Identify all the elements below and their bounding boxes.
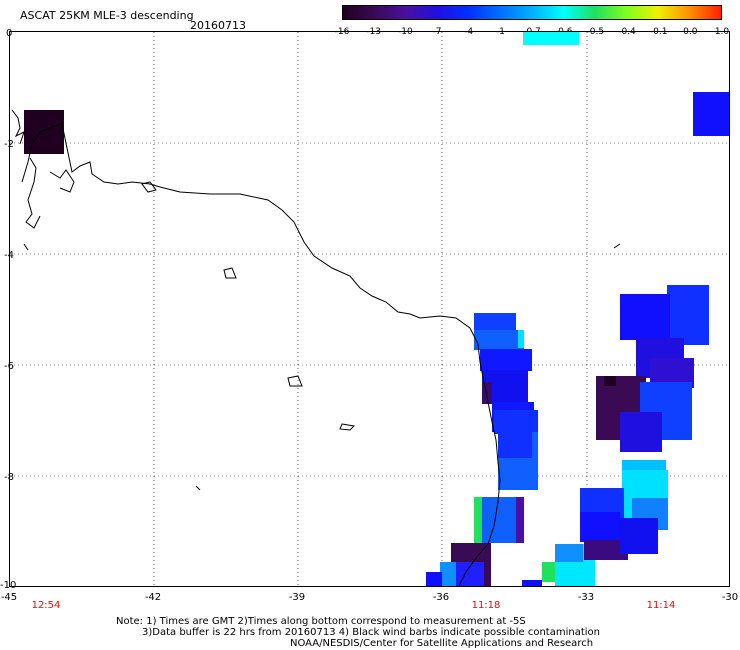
- map-frame: [9, 31, 730, 587]
- graticule: [10, 32, 729, 586]
- footer-note-3: NOAA/NESDIS/Center for Satellite Applica…: [290, 638, 594, 649]
- island: [141, 181, 157, 193]
- lon-label: -30: [721, 592, 739, 603]
- lat-label: 0: [6, 28, 13, 39]
- coastline-path: [11, 109, 25, 145]
- swath-cell: [498, 432, 532, 458]
- swath-cell: [480, 349, 532, 371]
- lat-label: -6: [4, 361, 14, 372]
- pass-time-label: 11:14: [646, 600, 676, 611]
- swath-cell: [584, 540, 628, 560]
- colorbar: [342, 5, 722, 20]
- island: [23, 243, 29, 251]
- swath-cell: [516, 497, 524, 543]
- colorbar-tick-label: -7: [432, 27, 442, 37]
- swath-cell: [693, 92, 729, 136]
- swath-cell: [522, 580, 542, 586]
- swath-cell: [580, 512, 620, 542]
- island: [339, 423, 356, 431]
- island: [195, 485, 201, 491]
- swath-cell: [482, 382, 492, 404]
- swath-cell: [440, 562, 456, 586]
- pass-time-label: 11:18: [471, 600, 501, 611]
- product-date: 20160713: [190, 19, 246, 32]
- colorbar-tick-label: 0.0: [683, 27, 698, 37]
- colorbar-tick-label: -0.1: [649, 27, 668, 37]
- lat-label: -2: [4, 139, 14, 150]
- lat-label: -4: [4, 250, 14, 261]
- lon-label: -45: [0, 592, 18, 603]
- swath-cell: [523, 32, 579, 45]
- colorbar-tick-label: -13: [366, 27, 382, 37]
- colorbar-tick-label: -10: [397, 27, 413, 37]
- swath-cell: [494, 410, 538, 434]
- swath-cell: [620, 518, 658, 554]
- colorbar-tick-label: -4: [464, 27, 474, 37]
- colorbar-tick-label: 1.0: [714, 27, 730, 37]
- lat-label: -8: [4, 472, 14, 483]
- footer-note-2: 3)Data buffer is 22 hrs from 20160713 4)…: [142, 627, 600, 638]
- colorbar-tick-label: -1: [495, 27, 505, 37]
- swath-cell: [24, 110, 64, 154]
- swath-cell: [474, 313, 516, 335]
- lon-label: -39: [288, 592, 306, 603]
- island: [613, 243, 621, 249]
- swath-cell: [474, 497, 482, 543]
- coastline: [11, 109, 621, 586]
- footer-note-1: Note: 1) Times are GMT 2)Times along bot…: [116, 616, 526, 627]
- swath-cell: [474, 330, 524, 350]
- product-title: ASCAT 25KM MLE-3 descending: [20, 9, 194, 22]
- lon-label: -36: [432, 592, 450, 603]
- island: [223, 267, 237, 279]
- coastline-path: [25, 157, 41, 229]
- swath-cell: [555, 544, 583, 562]
- lon-label: -42: [144, 592, 162, 603]
- lat-label: -10: [0, 580, 17, 591]
- wind-swath: [24, 32, 729, 586]
- island: [287, 375, 303, 387]
- lon-label: -33: [577, 592, 595, 603]
- swath-cell: [604, 376, 616, 386]
- coastline-path: [49, 169, 75, 193]
- swath-cell: [667, 285, 709, 345]
- colorbar-tick-label: -0.4: [618, 27, 636, 37]
- swath-cell: [518, 330, 524, 348]
- coastline-path: [21, 123, 501, 586]
- colorbar-tick-label: -16: [334, 27, 350, 37]
- swath-cell: [426, 572, 442, 586]
- swath-cell: [620, 294, 670, 340]
- swath-cell: [620, 412, 662, 452]
- colorbar-tick-label: -0.5: [586, 27, 605, 37]
- map-canvas: [10, 32, 729, 586]
- swath-cell: [542, 562, 558, 582]
- pass-time-label: 12:54: [31, 600, 61, 611]
